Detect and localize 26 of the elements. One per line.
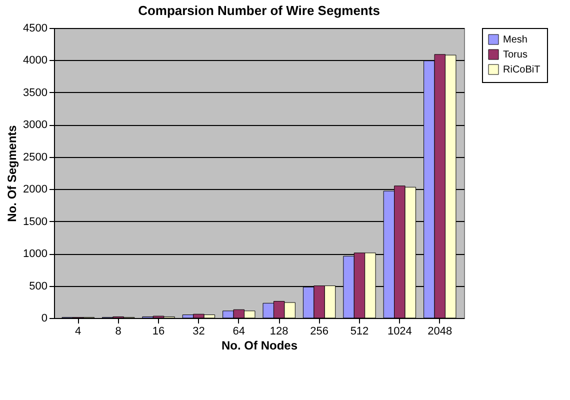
y-tick-label: 4000	[23, 54, 48, 67]
y-tick-label: 4500	[23, 22, 48, 34]
legend-label: Mesh	[503, 34, 528, 46]
chart-title: Comparsion Number of Wire Segments	[138, 3, 380, 18]
x-tick-label: 2048	[428, 326, 452, 338]
x-tick-label: 256	[310, 326, 328, 338]
y-tick-label: 0	[41, 312, 48, 324]
x-tick-label: 512	[350, 326, 369, 338]
y-tick-label: 2000	[23, 184, 48, 196]
y-tick-label: 3000	[23, 119, 48, 132]
legend-label: RiCoBiT	[503, 64, 540, 76]
x-tick-label: 16	[152, 326, 165, 338]
y-tick-label: 1500	[23, 216, 48, 228]
y-tick-label: 500	[29, 280, 48, 292]
y-tick-label: 2500	[23, 151, 48, 164]
x-tick-label: 64	[232, 326, 246, 338]
x-tick-label: 8	[115, 326, 122, 338]
y-tick-label: 1000	[23, 248, 48, 260]
x-axis-title: No. Of Nodes	[221, 338, 298, 352]
x-tick-label: 32	[192, 326, 205, 338]
y-axis-title: No. Of Segments	[5, 124, 20, 222]
y-tick-label: 3500	[23, 86, 48, 99]
x-tick-label: 1024	[387, 326, 412, 338]
legend-label: Torus	[503, 50, 528, 60]
x-tick-label: 128	[270, 326, 288, 338]
x-tick-label: 4	[75, 326, 82, 338]
